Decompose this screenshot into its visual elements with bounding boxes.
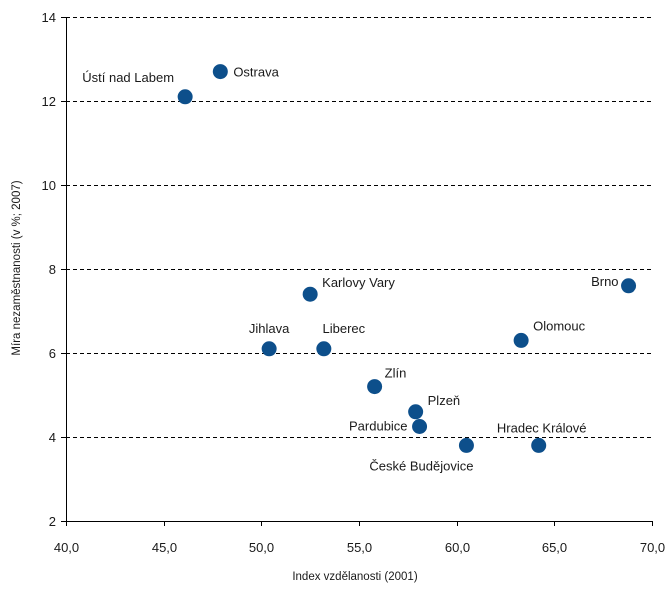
point-labels-layer: Ústí nad Labem Ostrava Karlovy Vary Brno Jih… bbox=[82, 65, 618, 474]
data-point-label: Hradec Králové bbox=[497, 420, 587, 435]
y-tick-label-6: 14 bbox=[42, 10, 56, 25]
data-point-label: Zlín bbox=[385, 366, 407, 381]
data-point-label: Brno bbox=[591, 274, 618, 289]
data-point-label: Olomouc bbox=[533, 318, 586, 333]
data-point-label: Ostrava bbox=[233, 65, 279, 80]
x-tick-label-6: 70,0 bbox=[640, 540, 665, 555]
data-point bbox=[621, 278, 637, 294]
y-tick-label-0: 2 bbox=[49, 514, 56, 529]
data-point bbox=[302, 286, 318, 302]
x-tick-label-0: 40,0 bbox=[54, 540, 79, 555]
data-point bbox=[177, 89, 193, 105]
data-point bbox=[261, 341, 277, 357]
y-tick-label-2: 6 bbox=[49, 346, 56, 361]
data-point-label: Pardubice bbox=[349, 419, 408, 434]
x-tick-label-2: 50,0 bbox=[249, 540, 274, 555]
x-axis-title: Index vzdělanosti (2001) bbox=[292, 571, 417, 583]
data-point-label: České Budějovice bbox=[369, 458, 473, 473]
data-point bbox=[513, 332, 529, 348]
data-point-label: Liberec bbox=[323, 321, 366, 336]
x-tick-label-5: 65,0 bbox=[542, 540, 567, 555]
data-point bbox=[408, 404, 424, 420]
points-layer bbox=[177, 64, 637, 453]
x-tick-label-1: 45,0 bbox=[152, 540, 177, 555]
data-point bbox=[531, 437, 547, 453]
y-tick-label-5: 12 bbox=[42, 94, 56, 109]
data-point-label: Plzeň bbox=[428, 393, 461, 408]
y-tick-label-1: 4 bbox=[49, 430, 56, 445]
x-tick-label-3: 55,0 bbox=[347, 540, 372, 555]
ticks-layer: 2 4 6 8 10 12 14 40,0 45,0 50,0 55,0 60,0 65,0 70,0 bbox=[42, 10, 666, 555]
y-axis-title: Míra nezaměstnanosti (v %; 2007) bbox=[11, 180, 23, 355]
data-point bbox=[316, 341, 332, 357]
x-tick-label-4: 60,0 bbox=[445, 540, 470, 555]
data-point bbox=[367, 379, 383, 395]
data-point bbox=[458, 437, 474, 453]
data-point-label: Ústí nad Labem bbox=[82, 70, 174, 85]
data-point bbox=[412, 419, 428, 434]
data-point-label: Karlovy Vary bbox=[322, 275, 395, 290]
y-tick-label-3: 8 bbox=[49, 262, 56, 277]
data-point bbox=[212, 64, 228, 80]
y-tick-label-4: 10 bbox=[42, 178, 56, 193]
data-point-label: Jihlava bbox=[249, 321, 290, 336]
